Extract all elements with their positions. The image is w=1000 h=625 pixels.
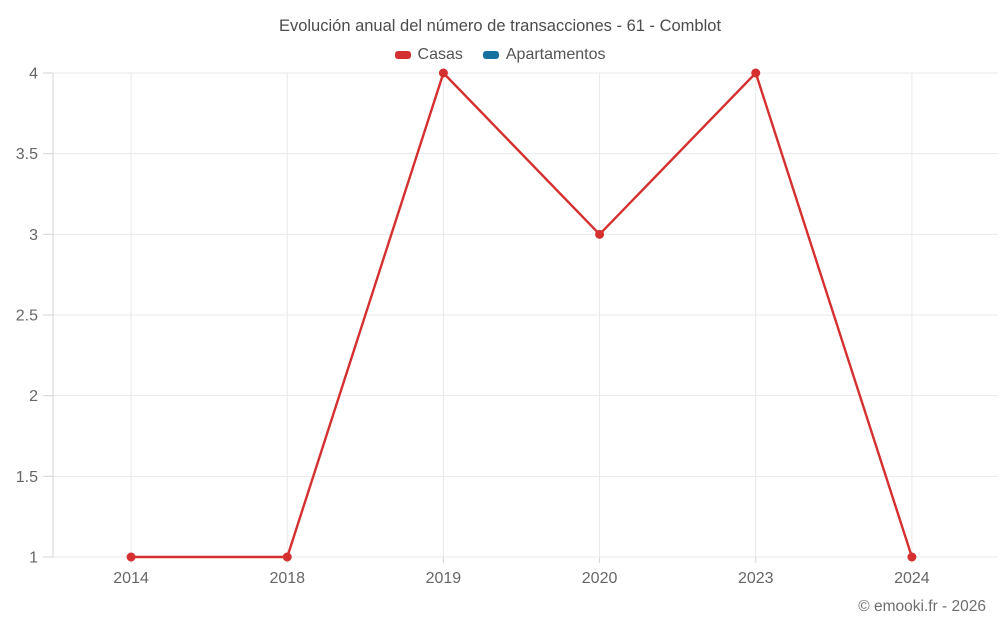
y-tick-label: 4: [29, 66, 38, 83]
data-point: [907, 552, 917, 562]
legend: Casas Apartamentos: [0, 46, 1000, 64]
legend-item-apartamentos[interactable]: Apartamentos: [482, 46, 606, 64]
data-point: [282, 552, 292, 562]
data-point: [438, 68, 448, 78]
chart-title: Evolución anual del número de transaccio…: [278, 17, 722, 35]
legend-label-casas: Casas: [417, 46, 463, 63]
data-point: [595, 229, 605, 239]
legend-item-casas[interactable]: Casas: [394, 46, 463, 64]
legend-swatch-apartamentos-icon: [482, 51, 499, 59]
x-tick-label: 2019: [426, 570, 462, 587]
copyright-text: © emooki.fr - 2026: [858, 598, 986, 615]
data-point: [126, 552, 136, 562]
legend-label-apartamentos: Apartamentos: [505, 46, 606, 63]
data-point: [751, 68, 761, 78]
legend-swatch-casas-icon: [394, 51, 411, 59]
y-tick-label: 3.5: [16, 146, 38, 163]
y-tick-label: 3: [29, 227, 38, 244]
x-tick-label: 2020: [582, 570, 618, 587]
y-tick-label: 1.5: [16, 469, 38, 486]
x-tick-label: 2014: [113, 570, 149, 587]
series-line-casas: [129, 71, 914, 559]
x-tick-label: 2024: [894, 570, 930, 587]
x-tick-label: 2023: [738, 570, 774, 587]
y-tick-label: 2: [29, 388, 38, 405]
y-tick-label: 1: [29, 550, 38, 567]
x-tick-label: 2018: [269, 570, 305, 587]
y-tick-label: 2.5: [16, 308, 38, 325]
